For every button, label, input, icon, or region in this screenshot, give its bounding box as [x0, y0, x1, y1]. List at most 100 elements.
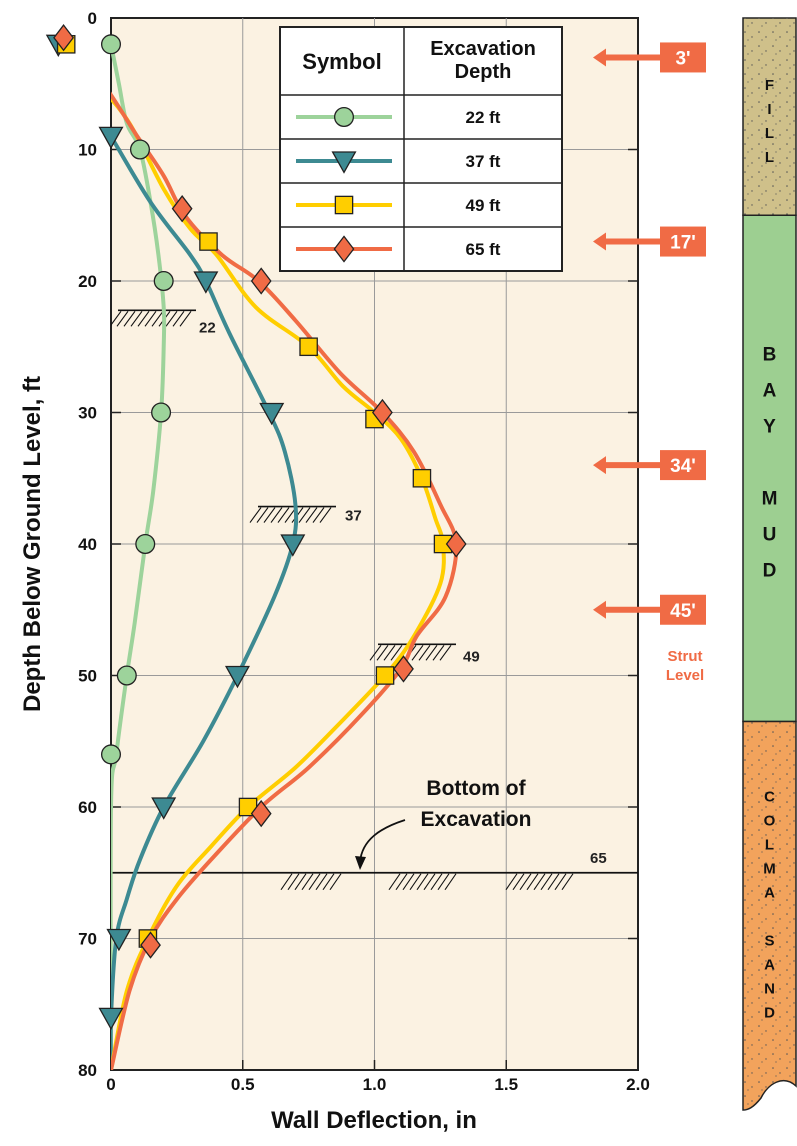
- data-point: [135, 533, 156, 555]
- data-point: [100, 744, 122, 765]
- data-point: [299, 337, 318, 357]
- soil-layer-bay-mud: BAY MUD: [742, 214, 797, 723]
- ground-hatch: [249, 505, 336, 523]
- strut-label: 34': [670, 456, 696, 477]
- soil-letter: U: [763, 524, 777, 545]
- data-point: [224, 665, 250, 689]
- soil-letter: M: [762, 488, 778, 509]
- soil-letter: B: [763, 344, 777, 365]
- data-point: [193, 271, 219, 294]
- x-axis-title: Wall Deflection, in: [271, 1107, 477, 1134]
- soil-letter: L: [765, 125, 774, 142]
- legend-header-depth-line1: Excavation: [430, 38, 536, 60]
- strut-label-line1: Strut: [668, 648, 703, 665]
- ground-hatch: [505, 873, 574, 891]
- y-tick-label: 70: [78, 930, 97, 949]
- strut-label: 45': [670, 601, 696, 622]
- excavation-level-label: 37: [345, 508, 362, 525]
- ground-hatch: [388, 873, 457, 891]
- strut-label-box: [660, 42, 706, 73]
- bottom-annotation-arrowhead: [355, 856, 366, 870]
- soil-letter: L: [765, 837, 774, 854]
- legend-label: 37 ft: [466, 152, 501, 171]
- x-tick-label: 0.5: [231, 1075, 255, 1094]
- strut-arrowhead: [593, 456, 660, 475]
- strut-arrow: 34': [593, 450, 706, 481]
- data-point: [100, 34, 122, 55]
- data-point: [412, 468, 432, 488]
- data-point: [151, 797, 177, 820]
- soil-letter: M: [763, 861, 776, 878]
- strut-label-box: [660, 450, 706, 481]
- series-line-49-ft: [111, 95, 446, 1070]
- data-point: [333, 106, 355, 128]
- x-tick-label: 0: [106, 1075, 115, 1094]
- strut-arrowhead: [593, 600, 660, 619]
- strut-arrow: 45': [593, 594, 706, 625]
- soil-letter: S: [764, 933, 774, 950]
- soil-letter: F: [765, 77, 774, 94]
- data-point: [199, 232, 218, 251]
- y-tick-labels: 0 10 20 30 40 50 60 70 80: [78, 9, 97, 1080]
- y-tick-label: 40: [78, 535, 97, 554]
- y-tick-label: 20: [78, 272, 97, 291]
- data-point: [106, 928, 132, 952]
- soil-letter: L: [765, 149, 774, 166]
- series-markers: [45, 24, 467, 1031]
- soil-letter: N: [764, 981, 775, 998]
- x-tick-label: 2.0: [626, 1075, 650, 1094]
- legend-box: [279, 26, 563, 272]
- y-tick-label: 0: [88, 9, 97, 28]
- legend-header-symbol: Symbol: [302, 49, 381, 74]
- data-point: [151, 402, 172, 423]
- soil-letter: C: [764, 789, 775, 806]
- strut-label-box: [660, 226, 706, 257]
- bottom-annotation-line2: Excavation: [421, 808, 532, 831]
- x-tick-label: 1.5: [494, 1075, 518, 1094]
- legend-label: 22 ft: [466, 108, 501, 127]
- y-tick-label: 10: [78, 141, 97, 160]
- data-point: [375, 666, 395, 685]
- legend-header-depth-line2: Depth: [455, 61, 512, 83]
- soil-letter: A: [764, 957, 775, 974]
- data-point: [116, 665, 137, 686]
- strut-label: 17': [670, 233, 696, 254]
- soil-letter: I: [767, 101, 771, 118]
- excavation-level-label: 49: [463, 648, 480, 665]
- soil-letter: O: [764, 813, 776, 830]
- soil-letter: D: [764, 1005, 775, 1022]
- legend-label: 49 ft: [466, 196, 501, 215]
- x-tick-labels: 0 0.5 1.0 1.5 2.0: [106, 1075, 650, 1094]
- data-point: [259, 402, 285, 426]
- data-point: [98, 1007, 124, 1031]
- data-point: [280, 534, 306, 557]
- soil-letter: A: [763, 380, 777, 401]
- data-point: [333, 235, 355, 263]
- ground-hatch: [280, 873, 342, 891]
- y-tick-label: 30: [78, 404, 97, 423]
- strut-arrowhead: [593, 232, 660, 251]
- soil-letter: Y: [763, 416, 776, 437]
- strut-label-box: [660, 594, 706, 625]
- data-point: [334, 195, 354, 215]
- soil-letter: A: [764, 885, 775, 902]
- strut-label: 3': [675, 48, 690, 69]
- y-tick-label: 80: [78, 1061, 97, 1080]
- bottom-of-excavation-annotation: Bottom of Excavation: [355, 777, 531, 870]
- strut-arrow: 17': [593, 226, 706, 257]
- legend-label: 65 ft: [466, 240, 501, 259]
- data-point: [171, 195, 193, 223]
- soil-letter: D: [763, 560, 777, 581]
- data-point: [129, 139, 150, 160]
- series-line-37-ft: [111, 132, 299, 1070]
- data-point: [331, 151, 357, 174]
- x-tick-label: 1.0: [363, 1075, 387, 1094]
- data-point: [140, 931, 161, 959]
- data-point: [445, 530, 467, 558]
- legend: Symbol Excavation Depth 22 ft 37 ft 49 ft 6…: [279, 26, 563, 272]
- excavation-level-labels: 22 37 49 65: [199, 319, 607, 866]
- excavation-level-label: 22: [199, 319, 216, 336]
